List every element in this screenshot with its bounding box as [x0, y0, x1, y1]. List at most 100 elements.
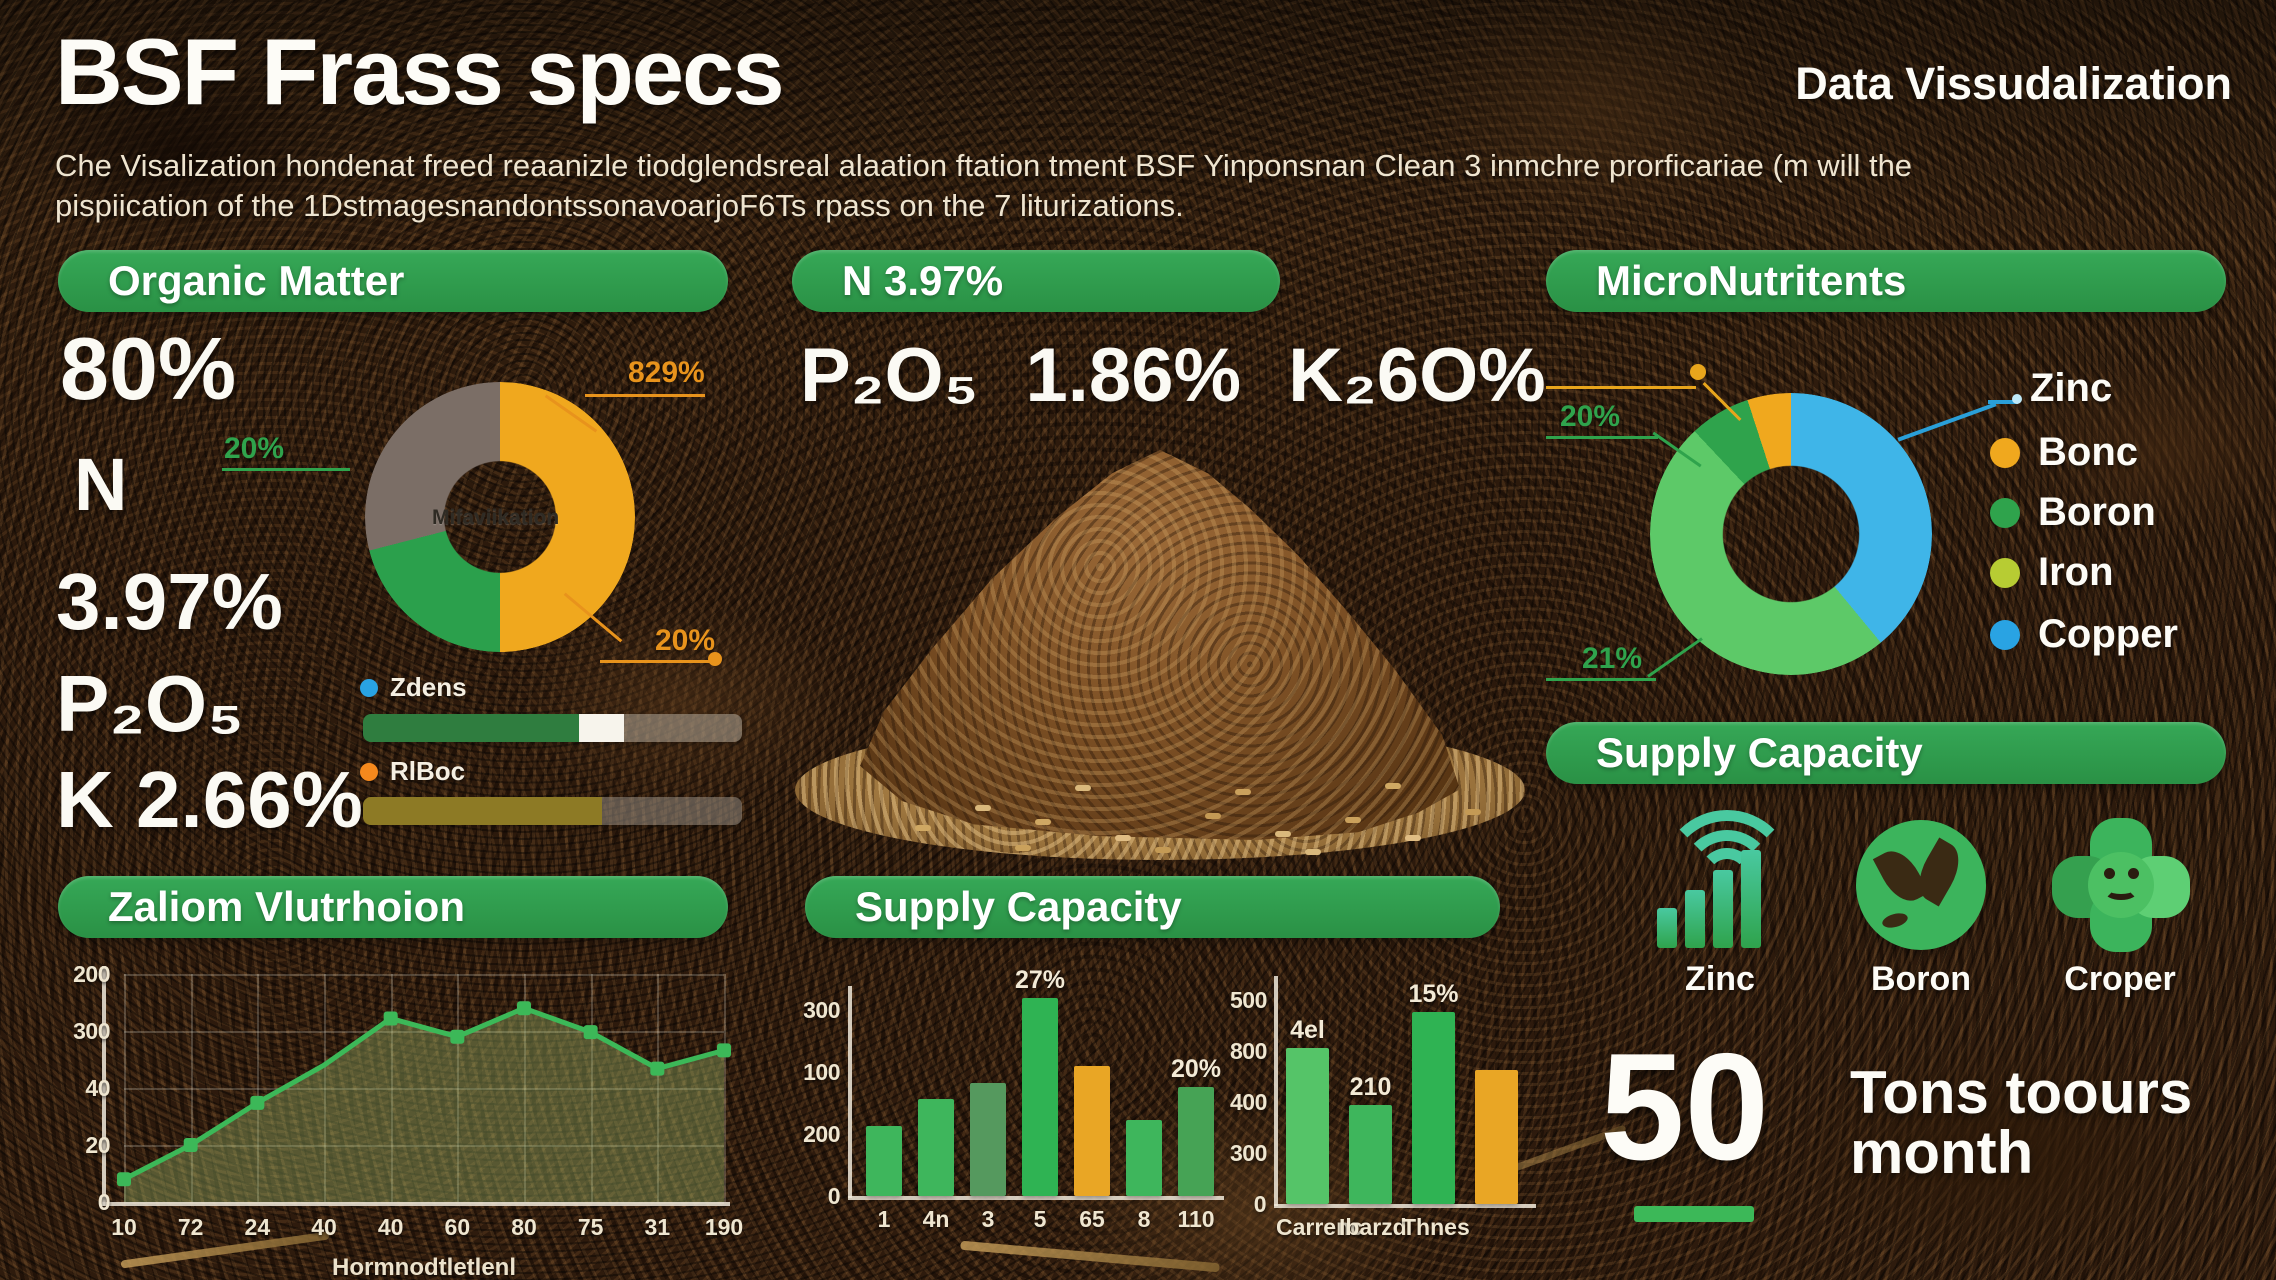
bar-value-label: 20% [1170, 1055, 1222, 1083]
supply-capacity-right-header-label: Supply Capacity [1596, 729, 1923, 776]
y-tick-label: 0 [827, 1183, 841, 1209]
legend-item-copper: Copper [1990, 612, 2178, 657]
leader-line [1546, 678, 1656, 681]
leader-dot [2012, 394, 2022, 404]
leader-line [600, 660, 712, 663]
supply-underline [1634, 1206, 1754, 1222]
signal-bars-icon [1655, 810, 1794, 948]
signal-arc [1660, 810, 1794, 944]
copper-label: Copper [2038, 612, 2178, 656]
x-tick-label: 4n [922, 1206, 950, 1232]
copper-dot-icon [1990, 619, 2020, 650]
x-tick-label: 5 [1033, 1206, 1047, 1232]
nitrogen-symbol: N [74, 443, 128, 526]
h-gridline [124, 1088, 724, 1090]
nutrition-header: Zaliom Vlutrhoion [58, 876, 728, 938]
progress-segment [579, 714, 625, 742]
y-tick-label: 40 [85, 1075, 110, 1101]
x-tick-label: 75 [577, 1214, 604, 1240]
organic-matter-header-label: Organic Matter [108, 257, 405, 304]
smile [2104, 882, 2138, 900]
x-tick-label: 190 [704, 1214, 744, 1240]
brand-label: Data Vissudalization [1795, 58, 2232, 109]
nitrogen-header-label: N 3.97% [842, 257, 1004, 304]
h-gridline [124, 974, 724, 976]
bar [1475, 1070, 1518, 1204]
micro-donut-label-top: 20% [1560, 400, 1621, 433]
bar-value-label: 4el [1290, 1016, 1325, 1044]
legend-item-boron: Boron [1990, 490, 2156, 535]
x-tick-label: Ibarzd [1339, 1214, 1407, 1240]
wood-shavings [975, 805, 991, 811]
eye [2104, 868, 2115, 879]
supply-capacity-right-header: Supply Capacity [1546, 722, 2226, 784]
boron-icon-label: Boron [1870, 960, 1972, 998]
bar [866, 1126, 902, 1196]
supply-big-number: 50 [1600, 1022, 1770, 1192]
v-gridline [324, 974, 326, 1202]
leader-line [222, 468, 350, 471]
organic-donut-center-label: Mifaviikation [432, 506, 560, 529]
subtitle-line-1: Che Visalization hondenat freed reaanizl… [55, 148, 1913, 183]
bonc-dot-icon [1990, 437, 2020, 468]
x-tick-label: 10 [111, 1214, 137, 1240]
v-gridline [590, 974, 593, 1202]
y-tick-label: 300 [73, 1018, 110, 1044]
y-axis [848, 986, 852, 1198]
seed-shape [1880, 910, 1910, 931]
nutrition-header-label: Zaliom Vlutrhoion [108, 883, 465, 930]
micronutrients-donut-chart [1650, 393, 1932, 675]
signal-bar [1685, 890, 1705, 948]
rlboc-dot-icon [360, 762, 378, 781]
x-tick-label: 110 [1177, 1206, 1215, 1232]
supply-unit-top: Tons toours [1850, 1059, 2193, 1126]
leader-dot [708, 652, 722, 666]
h-gridline [124, 1202, 724, 1204]
y-tick-label: 300 [803, 997, 840, 1023]
y-tick-label: 800 [1230, 1038, 1267, 1064]
zdens-dot-icon [360, 678, 378, 697]
bar [970, 1083, 1006, 1196]
v-gridline [257, 974, 260, 1202]
organic-donut-label-left: 20% [224, 432, 285, 465]
zinc-leader-line [1988, 400, 2018, 404]
signal-arc [1680, 830, 1774, 924]
y-tick-label: 20 [85, 1132, 110, 1158]
y-tick-label: 0 [97, 1189, 111, 1215]
legend-item-rlboc: RlBoc [360, 756, 465, 787]
micronutrients-header-label: MicroNutritents [1596, 257, 1907, 304]
zdens-progress-bar [363, 714, 742, 742]
zinc-icon-label: Zinc [1685, 960, 1755, 998]
rlboc-label: RlBoc [390, 756, 466, 786]
leader-line [1546, 386, 1696, 389]
bar [1286, 1048, 1329, 1204]
legend-item-bonc: Bonc [1990, 430, 2138, 475]
x-tick-label: 80 [511, 1214, 537, 1240]
x-tick-label: 60 [444, 1214, 471, 1240]
x-axis [1274, 1204, 1536, 1208]
x-tick-label: 40 [377, 1214, 404, 1240]
x-tick-label: 24 [244, 1214, 271, 1240]
x-axis [848, 1196, 1224, 1200]
leaf-icon [1856, 820, 1986, 950]
npk-big-stats: P₂O₅ 1.86% K₂6O% [800, 333, 1546, 418]
y-axis [102, 966, 106, 1206]
zdens-label: Zdens [390, 672, 467, 702]
progress-segment [624, 714, 742, 742]
x-tick-label: Thnes [1402, 1214, 1470, 1240]
bar [1022, 998, 1058, 1196]
area-plot [117, 1001, 731, 1202]
subtitle-line-2: pispiication of the 1Dstmagesnandontsson… [55, 188, 1184, 223]
x-axis [102, 1202, 730, 1206]
nutrition-line-chart: 200 300 40 20 0 10 72 24 40 40 60 80 75 31 190 Hormnodt… [52, 956, 752, 1280]
supply-bar-chart-2: 500 800 400 300 0 4el 210 15% Carrenc Ibarzd Thnes [1230, 940, 1540, 1270]
zinc-label: Zinc [2030, 366, 2113, 410]
leader-line [585, 394, 705, 397]
potassium-value: K 2.66% [56, 755, 363, 844]
supply-capacity-bottom-header: Supply Capacity [805, 876, 1500, 938]
leader-dot [1690, 364, 1706, 380]
signal-bar [1741, 850, 1761, 948]
y-tick-label: 300 [1230, 1140, 1267, 1166]
y-tick-label: 500 [1230, 987, 1267, 1013]
